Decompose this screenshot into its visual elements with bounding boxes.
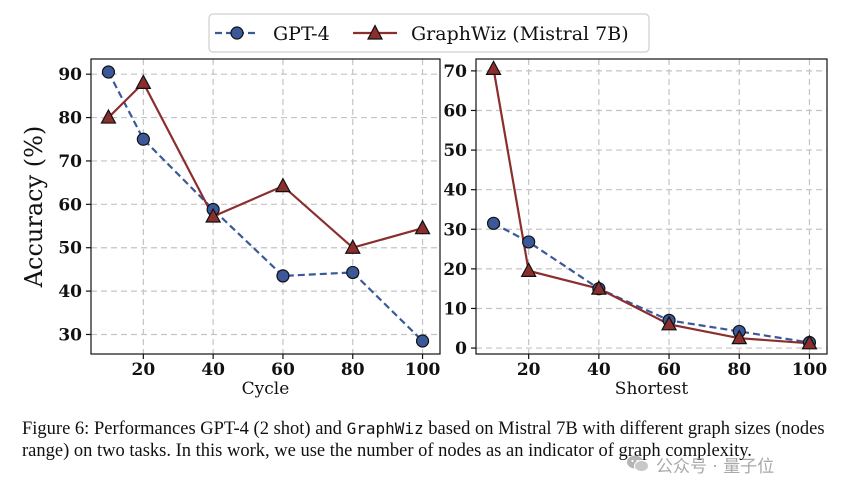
cycle-graphwiz-point bbox=[344, 238, 361, 254]
shortest-gpt4-point bbox=[486, 216, 501, 230]
cycle-gpt4-point bbox=[415, 334, 430, 348]
legend-gpt4-marker bbox=[230, 26, 244, 40]
shortest-ytick-label: 40 bbox=[443, 181, 467, 201]
watermark-text: 公众号 · 量子位 bbox=[656, 456, 775, 477]
cycle-ytick-label: 90 bbox=[58, 65, 82, 85]
cycle-ytick-label: 50 bbox=[58, 239, 82, 259]
legend-graphwiz-marker bbox=[367, 24, 383, 40]
legend: GPT-4 GraphWiz (Mistral 7B) bbox=[208, 13, 650, 53]
shortest-xaxis-label: Shortest bbox=[615, 379, 689, 399]
shortest-gpt4-point bbox=[522, 235, 536, 249]
legend-graphwiz-label: GraphWiz (Mistral 7B) bbox=[411, 23, 629, 45]
shortest-ytick-label: 30 bbox=[443, 220, 467, 240]
shortest-graphwiz-line bbox=[492, 68, 810, 345]
legend-box bbox=[208, 13, 650, 53]
caption-text-2: based on Mistral 7B with different graph… bbox=[22, 419, 825, 461]
cycle-yaxis-label: Accuracy (%) bbox=[20, 126, 48, 289]
cycle-gpt4-point bbox=[346, 265, 360, 280]
cycle-gpt4-point bbox=[136, 132, 150, 146]
cycle-ytick-label: 60 bbox=[58, 195, 82, 215]
shortest-graphwiz-point bbox=[485, 60, 502, 75]
cycle-xtick-label: 100 bbox=[405, 360, 441, 380]
shortest-xtick-label: 20 bbox=[517, 360, 541, 380]
caption-model-name: GraphWiz bbox=[346, 419, 424, 438]
shortest-graphwiz-point bbox=[590, 279, 607, 295]
cycle-graphwiz-point bbox=[205, 207, 222, 223]
cycle-gpt4-point bbox=[101, 65, 116, 79]
shortest-xtick-label: 80 bbox=[727, 360, 751, 380]
cycle-xtick-label: 80 bbox=[341, 360, 365, 380]
panel-shortest: 20 40 60 80 100 0 10 20 30 40 50 60 70 Shortest bbox=[443, 58, 828, 399]
shortest-gpt4-line bbox=[493, 222, 810, 344]
shortest-graphwiz-point bbox=[731, 329, 748, 345]
shortest-xtick-label: 60 bbox=[657, 360, 681, 380]
cycle-xtick-label: 20 bbox=[132, 360, 156, 380]
cycle-xtick-label: 40 bbox=[201, 360, 225, 380]
cycle-gpt4-line bbox=[107, 71, 424, 342]
shortest-xtick-label: 100 bbox=[792, 360, 828, 380]
panel-cycle: 20 40 60 80 100 30 40 50 60 70 80 90 Cycle Accuracy (… bbox=[20, 58, 441, 399]
shortest-ytick-label: 60 bbox=[443, 101, 467, 121]
shortest-plot-frame bbox=[475, 58, 828, 355]
cycle-xaxis-label: Cycle bbox=[242, 379, 290, 399]
shortest-graphwiz-point bbox=[801, 334, 818, 350]
figure: GPT-4 GraphWiz (Mistral 7B) 20 40 60 80 1003… bbox=[20, 13, 828, 399]
wechat-icon bbox=[627, 455, 649, 472]
shortest-xtick-label: 40 bbox=[587, 360, 611, 380]
cycle-ytick-label: 80 bbox=[58, 109, 82, 129]
shortest-graphwiz-point bbox=[661, 315, 678, 331]
figure-caption: Figure 6: Performances GPT-4 (2 shot) an… bbox=[22, 418, 837, 462]
cycle-plot-frame bbox=[90, 58, 441, 355]
watermark: 公众号 · 量子位 bbox=[626, 451, 841, 477]
cycle-xtick-label: 60 bbox=[271, 360, 295, 380]
shortest-ytick-label: 70 bbox=[443, 62, 467, 82]
cycle-ytick-label: 70 bbox=[58, 152, 82, 172]
cycle-graphwiz-point bbox=[135, 74, 152, 89]
cycle-ytick-label: 40 bbox=[58, 282, 82, 302]
cycle-ytick-label: 30 bbox=[58, 325, 82, 345]
cycle-graphwiz-line bbox=[107, 81, 423, 249]
shortest-graphwiz-point bbox=[520, 262, 537, 277]
caption-text-1: Figure 6: Performances GPT-4 (2 shot) an… bbox=[22, 419, 347, 439]
shortest-ytick-label: 10 bbox=[443, 299, 467, 319]
shortest-ytick-label: 20 bbox=[443, 260, 467, 280]
cycle-graphwiz-point bbox=[414, 219, 431, 235]
cycle-gpt4-point bbox=[276, 269, 290, 283]
shortest-ytick-label: 0 bbox=[455, 339, 467, 359]
shortest-ytick-label: 50 bbox=[443, 141, 467, 161]
legend-gpt4-label: GPT-4 bbox=[273, 23, 330, 45]
cycle-graphwiz-point bbox=[100, 108, 117, 124]
cycle-graphwiz-point bbox=[274, 177, 291, 193]
